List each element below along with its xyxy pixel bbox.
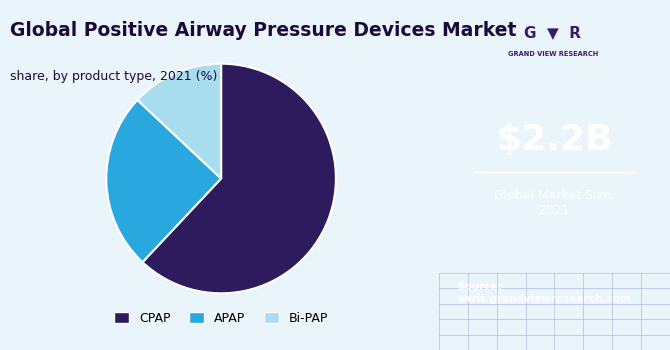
Wedge shape <box>137 64 221 178</box>
Text: Global Positive Airway Pressure Devices Market: Global Positive Airway Pressure Devices … <box>10 21 517 40</box>
Text: Source:
www.grandviewresearch.com: Source: www.grandviewresearch.com <box>458 282 631 304</box>
Text: G  ▼  R: G ▼ R <box>524 25 582 40</box>
Wedge shape <box>143 64 336 293</box>
Legend: CPAP, APAP, Bi-PAP: CPAP, APAP, Bi-PAP <box>109 307 334 330</box>
Wedge shape <box>107 100 221 262</box>
Text: Global Market Size,
2021: Global Market Size, 2021 <box>494 189 615 217</box>
Text: GRAND VIEW RESEARCH: GRAND VIEW RESEARCH <box>508 51 598 57</box>
Text: $2.2B: $2.2B <box>496 123 613 157</box>
Text: share, by product type, 2021 (%): share, by product type, 2021 (%) <box>10 70 218 83</box>
